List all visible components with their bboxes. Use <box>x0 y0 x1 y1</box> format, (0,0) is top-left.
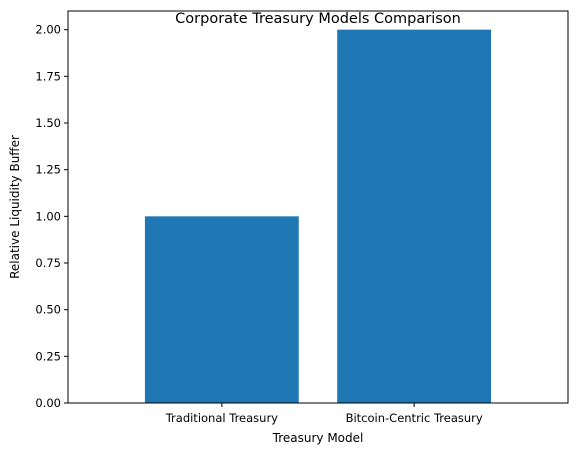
x-axis-label: Treasury Model <box>272 431 364 445</box>
y-tick-label-0: 0.00 <box>35 396 61 410</box>
x-tick-label-1: Bitcoin-Centric Treasury <box>346 411 483 425</box>
bar-1 <box>337 29 492 404</box>
x-axis: Traditional Treasury Bitcoin-Centric Trea… <box>165 403 483 425</box>
y-tick-label-1: 0.25 <box>35 349 61 363</box>
bars <box>144 29 492 404</box>
y-axis: 0.00 0.25 0.50 0.75 1.00 1.25 1.50 1.75 2.00 <box>35 23 68 410</box>
y-tick-label-4: 1.00 <box>35 209 61 223</box>
y-tick-label-2: 0.50 <box>35 303 61 317</box>
y-tick-label-6: 1.50 <box>35 116 61 130</box>
x-tick-label-0: Traditional Treasury <box>165 411 278 425</box>
y-tick-label-5: 1.25 <box>35 163 61 177</box>
y-axis-label: Relative Liquidity Buffer <box>8 135 22 279</box>
y-tick-label-8: 2.00 <box>35 23 61 37</box>
chart-title: Corporate Treasury Models Comparison <box>175 11 461 27</box>
bar-0 <box>144 216 299 403</box>
y-tick-label-7: 1.75 <box>35 69 61 83</box>
y-tick-label-3: 0.75 <box>35 256 61 270</box>
plot-frame <box>67 10 569 404</box>
